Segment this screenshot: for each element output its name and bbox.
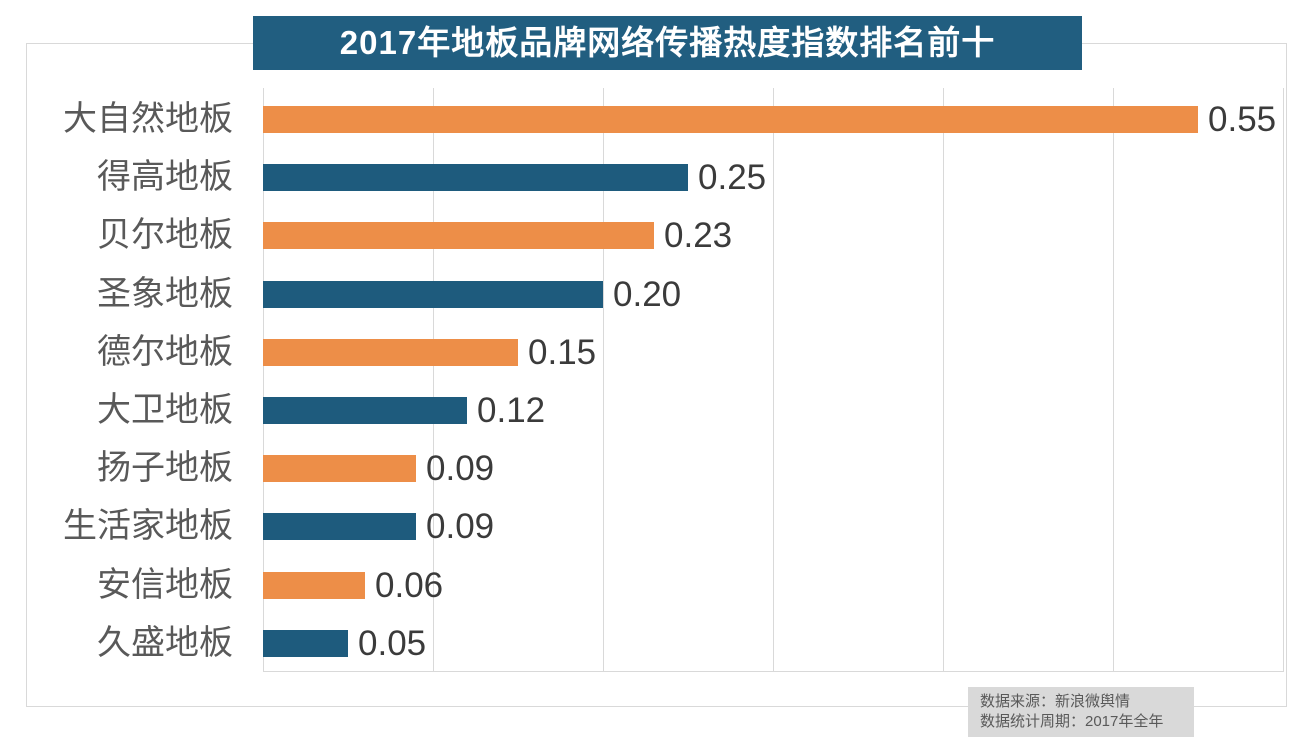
chart-title: 2017年地板品牌网络传播热度指数排名前十	[253, 16, 1082, 70]
value-label: 0.12	[477, 391, 546, 430]
bar	[263, 455, 416, 482]
value-label: 0.25	[698, 158, 767, 197]
value-label: 0.05	[358, 624, 427, 663]
value-label: 0.15	[528, 333, 597, 372]
value-label: 0.06	[375, 566, 444, 605]
bar-row: 贝尔地板 0.23	[0, 216, 1314, 255]
value-label: 0.20	[613, 275, 682, 314]
category-label: 生活家地板	[63, 507, 233, 545]
bar-row: 久盛地板 0.05	[0, 624, 1314, 663]
bar-row: 德尔地板 0.15	[0, 333, 1314, 372]
category-label: 大卫地板	[97, 391, 233, 429]
data-source-line: 数据来源：新浪微舆情	[980, 693, 1131, 710]
category-label: 久盛地板	[97, 624, 233, 662]
bar	[263, 630, 348, 657]
bar	[263, 572, 365, 599]
category-label: 大自然地板	[63, 100, 233, 138]
category-label: 扬子地板	[97, 449, 233, 487]
category-label: 圣象地板	[97, 275, 233, 313]
category-label: 贝尔地板	[97, 216, 233, 254]
bar-row: 大自然地板 0.55	[0, 100, 1314, 139]
value-label: 0.23	[664, 216, 733, 255]
value-label: 0.55	[1208, 100, 1277, 139]
data-source-note: 数据来源：新浪微舆情 数据统计周期：2017年全年	[968, 687, 1194, 737]
bar	[263, 513, 416, 540]
bar-row: 得高地板 0.25	[0, 158, 1314, 197]
bar	[263, 281, 603, 308]
bar	[263, 397, 467, 424]
data-period-line: 数据统计周期：2017年全年	[980, 713, 1164, 730]
bar	[263, 222, 654, 249]
bar-row: 安信地板 0.06	[0, 566, 1314, 605]
bar-row: 扬子地板 0.09	[0, 449, 1314, 488]
value-label: 0.09	[426, 449, 495, 488]
bar	[263, 106, 1198, 133]
bar-row: 圣象地板 0.20	[0, 275, 1314, 314]
bar	[263, 339, 518, 366]
bar-row: 大卫地板 0.12	[0, 391, 1314, 430]
category-label: 德尔地板	[97, 333, 233, 371]
bar-row: 生活家地板 0.09	[0, 507, 1314, 546]
category-label: 安信地板	[97, 566, 233, 604]
value-label: 0.09	[426, 507, 495, 546]
category-label: 得高地板	[97, 158, 233, 196]
bar	[263, 164, 688, 191]
